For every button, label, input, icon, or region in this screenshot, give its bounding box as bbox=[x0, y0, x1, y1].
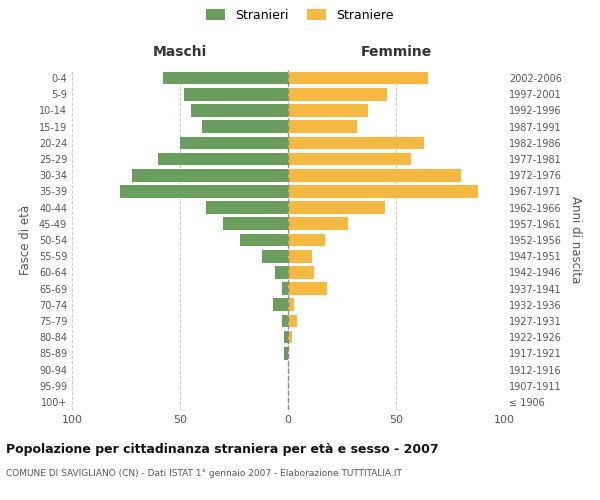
Bar bbox=[288, 185, 478, 198]
Bar bbox=[284, 331, 288, 344]
Bar bbox=[119, 185, 288, 198]
Text: Femmine: Femmine bbox=[361, 44, 431, 59]
Bar bbox=[180, 136, 288, 149]
Bar bbox=[288, 169, 461, 181]
Bar bbox=[206, 202, 288, 214]
Bar bbox=[288, 234, 325, 246]
Bar bbox=[288, 88, 388, 101]
Bar bbox=[202, 120, 288, 133]
Bar bbox=[281, 314, 288, 328]
Legend: Stranieri, Straniere: Stranieri, Straniere bbox=[204, 6, 396, 24]
Bar bbox=[288, 282, 327, 295]
Bar bbox=[288, 104, 368, 117]
Bar bbox=[288, 202, 385, 214]
Bar bbox=[288, 250, 312, 262]
Bar bbox=[275, 266, 288, 278]
Bar bbox=[288, 136, 424, 149]
Bar bbox=[288, 314, 296, 328]
Bar bbox=[262, 250, 288, 262]
Bar bbox=[163, 72, 288, 85]
Y-axis label: Fasce di età: Fasce di età bbox=[19, 205, 32, 275]
Bar bbox=[288, 266, 314, 278]
Y-axis label: Anni di nascita: Anni di nascita bbox=[569, 196, 581, 284]
Bar bbox=[288, 72, 428, 85]
Bar bbox=[281, 282, 288, 295]
Bar bbox=[158, 152, 288, 166]
Bar bbox=[288, 331, 292, 344]
Bar bbox=[288, 218, 349, 230]
Bar bbox=[273, 298, 288, 311]
Bar bbox=[288, 298, 295, 311]
Bar bbox=[191, 104, 288, 117]
Bar bbox=[288, 120, 357, 133]
Bar bbox=[284, 347, 288, 360]
Text: COMUNE DI SAVIGLIANO (CN) - Dati ISTAT 1° gennaio 2007 - Elaborazione TUTTITALIA: COMUNE DI SAVIGLIANO (CN) - Dati ISTAT 1… bbox=[6, 469, 402, 478]
Bar bbox=[288, 152, 411, 166]
Bar bbox=[184, 88, 288, 101]
Bar bbox=[133, 169, 288, 181]
Bar bbox=[223, 218, 288, 230]
Text: Maschi: Maschi bbox=[153, 44, 207, 59]
Bar bbox=[241, 234, 288, 246]
Text: Popolazione per cittadinanza straniera per età e sesso - 2007: Popolazione per cittadinanza straniera p… bbox=[6, 442, 439, 456]
